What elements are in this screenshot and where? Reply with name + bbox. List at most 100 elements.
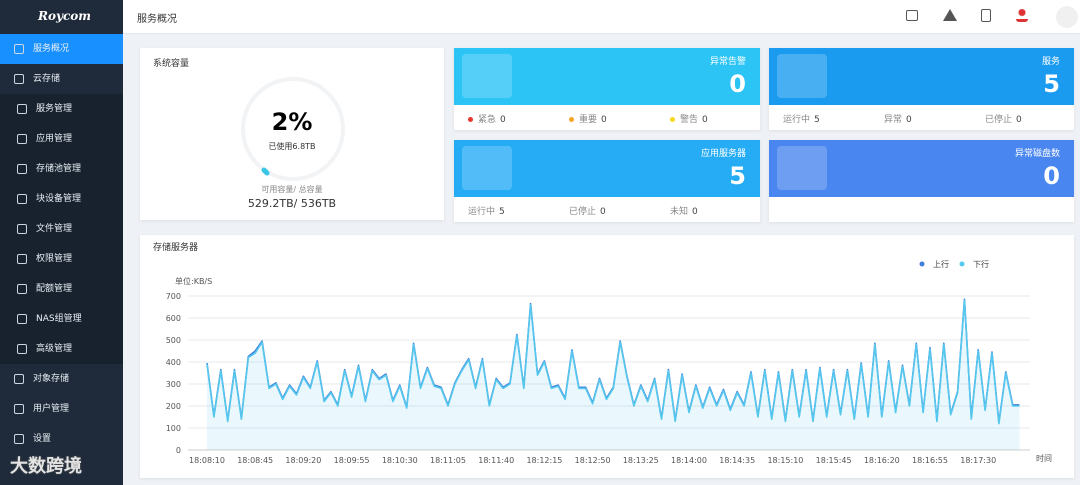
x-tick-label: 18:12:50 — [575, 456, 611, 465]
x-tick-label: 18:09:20 — [285, 456, 321, 465]
item-value: 0 — [601, 115, 607, 125]
menu-item[interactable]: 用户管理 — [0, 394, 123, 424]
x-tick-label: 18:16:20 — [864, 456, 900, 465]
legend-label: 下行 — [973, 259, 989, 269]
menu-icon — [14, 434, 24, 444]
used: 已使用6.8TB — [268, 142, 316, 151]
status-dot — [670, 117, 675, 122]
watermark: 大数跨境 — [10, 456, 82, 477]
y-tick-label: 200 — [166, 402, 181, 411]
menu-icon — [14, 74, 24, 84]
legend-label: 上行 — [933, 259, 949, 269]
menu-item[interactable]: 服务概况 — [0, 34, 123, 64]
x-tick-label: 18:13:25 — [623, 456, 659, 465]
menu-item[interactable]: 块设备管理 — [0, 184, 123, 214]
stat-item: 未知 0 — [670, 204, 698, 217]
item-label: 警告 — [680, 115, 699, 125]
menu-item[interactable]: 云存储 — [0, 64, 123, 94]
x-axis-label: 时间 — [1036, 453, 1052, 463]
stat-item: 异常 0 — [884, 112, 912, 125]
item-label: 已停止 — [985, 115, 1013, 125]
item-label: 已停止 — [569, 207, 597, 217]
card-decor — [462, 146, 512, 190]
x-tick-label: 18:17:30 — [960, 456, 996, 465]
avatar[interactable] — [1056, 6, 1078, 28]
menu-item[interactable]: 对象存储 — [0, 364, 123, 394]
card-title: 应用服务器 — [700, 149, 746, 159]
menu-icon — [17, 104, 27, 114]
percent: 2% — [271, 108, 313, 136]
card-title: 服务 — [1041, 57, 1060, 67]
menu-item[interactable]: 应用管理 — [0, 124, 123, 154]
y-tick-label: 500 — [166, 336, 181, 345]
menu-icon — [17, 254, 27, 264]
x-tick-label: 18:15:10 — [767, 456, 803, 465]
item-value: 0 — [500, 115, 506, 125]
menu-icon — [14, 44, 24, 54]
menu-icon — [17, 314, 27, 324]
item-value: 0 — [702, 115, 708, 125]
menu-item[interactable]: 权限管理 — [0, 244, 123, 274]
status-dot — [468, 117, 473, 122]
x-tick-label: 18:14:00 — [671, 456, 707, 465]
card-header: 异常告警 0 — [454, 48, 760, 105]
stat-item: 警告 0 — [670, 112, 708, 125]
item-label: 运行中 — [783, 115, 811, 125]
card-header: 应用服务器 5 — [454, 140, 760, 197]
card-count: 5 — [729, 162, 746, 190]
item-value: 5 — [499, 207, 505, 217]
menu-item[interactable]: 服务管理 — [0, 94, 123, 124]
menu-icon — [14, 404, 24, 414]
item-value: 0 — [692, 207, 698, 217]
sidebar: Roycom 服务概况 云存储 服务管理 应用管理 存储池管理 块设备管理 文件管理 权限管理… — [0, 0, 123, 485]
card-count: 5 — [1043, 70, 1060, 98]
item-value: 0 — [906, 115, 912, 125]
menu-item[interactable]: 设置 — [0, 424, 123, 454]
legend-swatch — [919, 261, 925, 267]
item-value: 0 — [1016, 115, 1022, 125]
icon[interactable] — [1016, 9, 1028, 22]
x-tick-label: 18:15:45 — [816, 456, 852, 465]
y-tick-label: 600 — [166, 314, 181, 323]
icon[interactable] — [943, 9, 957, 21]
stat-item: 已停止 0 — [569, 204, 606, 217]
card-title: 异常告警 — [709, 57, 746, 67]
menu-icon — [17, 194, 27, 204]
icon[interactable] — [981, 9, 991, 22]
item-label: 运行中 — [468, 207, 496, 217]
icon[interactable] — [906, 10, 918, 21]
menu-icon — [14, 374, 24, 384]
card-decor — [777, 146, 827, 190]
menu-icon — [17, 284, 27, 294]
stat-item: 运行中 5 — [783, 112, 820, 125]
y-tick-label: 400 — [166, 358, 181, 367]
stat-item: 紧急 0 — [468, 112, 506, 125]
card-header: 服务 5 — [769, 48, 1074, 105]
menu-item[interactable]: 存储池管理 — [0, 154, 123, 184]
status-dot — [569, 117, 574, 122]
card-count: 0 — [729, 70, 746, 98]
capacity-value: 529.2TB/ 536TB — [247, 197, 337, 210]
y-tick-label: 700 — [166, 292, 181, 301]
menu-item[interactable]: NAS组管理 — [0, 304, 123, 334]
menu-item[interactable]: 高级管理 — [0, 334, 123, 364]
page-title: 服务概况 — [137, 14, 177, 25]
card-decor — [777, 54, 827, 98]
caption: 可用容量/ 总容量 — [261, 185, 323, 194]
stat-card: 异常告警 0 紧急 0 重要 0 警告 0 — [454, 48, 760, 130]
y-tick-label: 300 — [166, 380, 181, 389]
stat-card: 服务 5 运行中 5 异常 0 已停止 0 — [769, 48, 1074, 130]
legend-swatch — [959, 261, 965, 267]
top-bar: 服务概况 — [123, 0, 1080, 34]
item-label: 紧急 — [478, 115, 497, 125]
menu-icon — [17, 344, 27, 354]
menu-item[interactable]: 配额管理 — [0, 274, 123, 304]
y-axis-label: 单位:KB/S — [175, 276, 212, 286]
chart-title: 存储服务器 — [153, 241, 198, 253]
menu-item[interactable]: 文件管理 — [0, 214, 123, 244]
logo: Roycom — [38, 9, 91, 23]
item-label: 重要 — [579, 115, 598, 125]
menu-icon — [17, 164, 27, 174]
